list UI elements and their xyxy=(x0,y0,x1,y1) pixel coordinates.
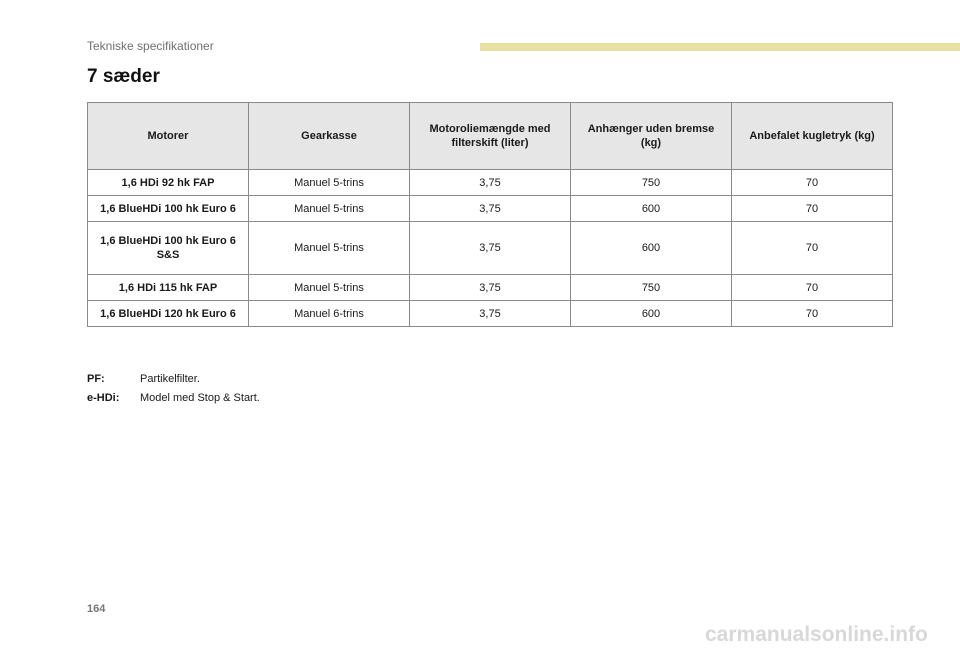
specifications-table: Motorer Gearkasse Motoroliemængde med fi… xyxy=(87,102,893,327)
oil-capacity-cell: 3,75 xyxy=(409,195,571,222)
nose-weight-cell: 70 xyxy=(731,274,893,301)
column-header-oil-capacity: Motoroliemængde med filterskift (liter) xyxy=(409,102,571,170)
table-row: 1,6 HDi 115 hk FAP Manuel 5-trins 3,75 7… xyxy=(87,274,893,301)
nose-weight-cell: 70 xyxy=(731,221,893,275)
unbraked-trailer-cell: 750 xyxy=(570,169,732,196)
nose-weight-cell: 70 xyxy=(731,300,893,327)
oil-capacity-cell: 3,75 xyxy=(409,300,571,327)
oil-capacity-cell: 3,75 xyxy=(409,169,571,196)
unbraked-trailer-cell: 600 xyxy=(570,300,732,327)
footnote-text: Model med Stop & Start. xyxy=(140,392,260,404)
footnotes: PF: Partikelfilter. e-HDi: Model med Stop … xyxy=(87,370,260,408)
column-header-unbraked-trailer: Anhænger uden bremse (kg) xyxy=(570,102,732,170)
unbraked-trailer-cell: 600 xyxy=(570,221,732,275)
engine-cell: 1,6 BlueHDi 100 hk Euro 6 xyxy=(87,195,249,222)
nose-weight-cell: 70 xyxy=(731,169,893,196)
oil-capacity-cell: 3,75 xyxy=(409,221,571,275)
table-row: 1,6 HDi 92 hk FAP Manuel 5-trins 3,75 75… xyxy=(87,169,893,196)
column-header-nose-weight: Anbefalet kugletryk (kg) xyxy=(731,102,893,170)
footnote-item: PF: Partikelfilter. xyxy=(87,370,260,389)
gearbox-cell: Manuel 5-trins xyxy=(248,195,410,222)
table-row: 1,6 BlueHDi 100 hk Euro 6 Manuel 5-trins… xyxy=(87,195,893,222)
page-title: 7 sæder xyxy=(87,66,160,87)
engine-cell: 1,6 BlueHDi 120 hk Euro 6 xyxy=(87,300,249,327)
column-header-engines: Motorer xyxy=(87,102,249,170)
table-header-row: Motorer Gearkasse Motoroliemængde med fi… xyxy=(87,102,893,170)
gearbox-cell: Manuel 5-trins xyxy=(248,169,410,196)
column-header-gearbox: Gearkasse xyxy=(248,102,410,170)
watermark: carmanualsonline.info xyxy=(705,623,928,646)
unbraked-trailer-cell: 750 xyxy=(570,274,732,301)
gearbox-cell: Manuel 5-trins xyxy=(248,221,410,275)
oil-capacity-cell: 3,75 xyxy=(409,274,571,301)
engine-cell: 1,6 HDi 92 hk FAP xyxy=(87,169,249,196)
page-number: 164 xyxy=(87,603,106,615)
table-row: 1,6 BlueHDi 120 hk Euro 6 Manuel 6-trins… xyxy=(87,300,893,327)
engine-cell: 1,6 HDi 115 hk FAP xyxy=(87,274,249,301)
nose-weight-cell: 70 xyxy=(731,195,893,222)
table-row: 1,6 BlueHDi 100 hk Euro 6 S&S Manuel 5-t… xyxy=(87,221,893,275)
gearbox-cell: Manuel 6-trins xyxy=(248,300,410,327)
gearbox-cell: Manuel 5-trins xyxy=(248,274,410,301)
footnote-text: Partikelfilter. xyxy=(140,373,200,385)
unbraked-trailer-cell: 600 xyxy=(570,195,732,222)
footnote-term: PF: xyxy=(87,373,105,385)
footnote-item: e-HDi: Model med Stop & Start. xyxy=(87,389,260,408)
section-header: Tekniske specifikationer xyxy=(87,39,214,53)
footnote-term: e-HDi: xyxy=(87,392,120,404)
header-accent-bar xyxy=(480,43,960,51)
engine-cell: 1,6 BlueHDi 100 hk Euro 6 S&S xyxy=(87,221,249,275)
